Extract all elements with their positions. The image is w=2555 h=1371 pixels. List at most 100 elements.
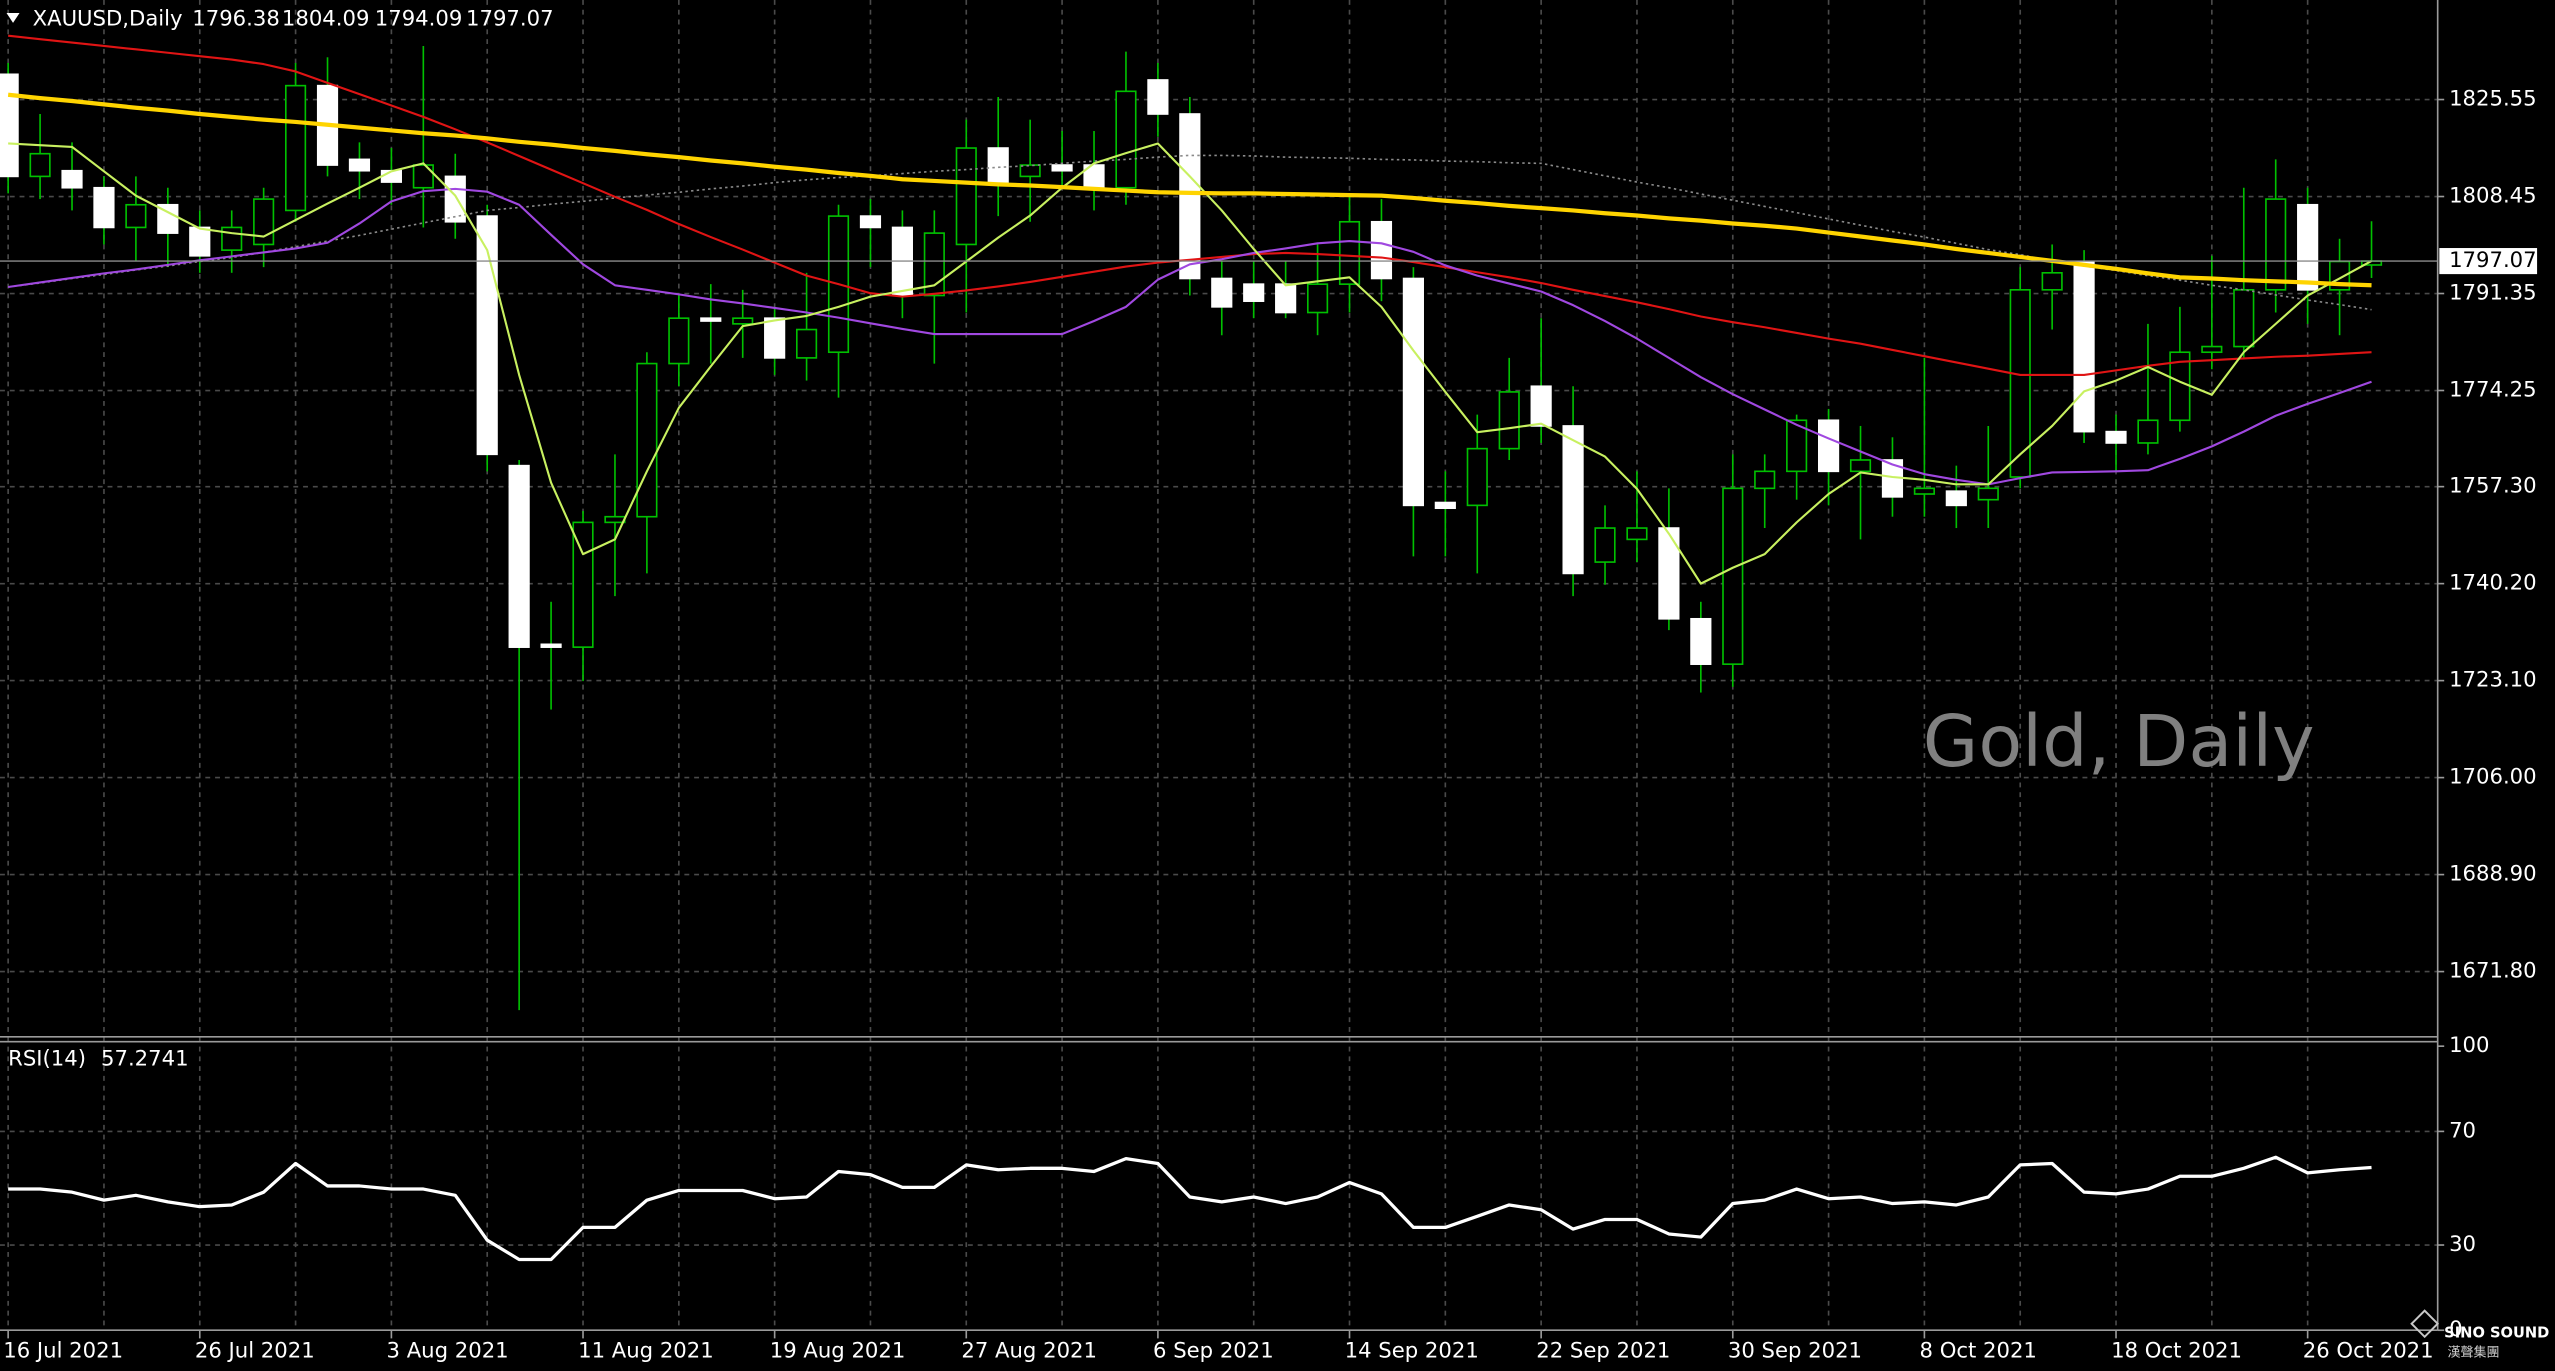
y-tick-label: 1774.25 [2449,377,2537,402]
candle-body [1977,487,1999,501]
candle-body [284,84,307,212]
candle-body [1243,283,1265,302]
header-close: 1797.07 [466,6,554,31]
candle-body [1211,277,1233,308]
candle-body [1115,90,1137,189]
candle-body [1722,487,1744,665]
candle-body [987,147,1009,183]
x-tick-label: 11 Aug 2021 [578,1337,714,1362]
rsi-y-tick-label: 0 [2449,1316,2462,1341]
candle-body [1754,470,1776,490]
x-tick-label: 26 Oct 2021 [2303,1337,2434,1362]
moving-average-line [7,187,2372,486]
candle-body [1817,419,1840,473]
candle-body [1466,447,1488,507]
candle-body [1786,419,1808,473]
marks-layer [0,34,2438,1262]
candle-body [1402,277,1424,507]
candle-body [764,317,786,359]
candle-body [859,215,882,229]
y-tick-label: 1671.80 [2449,958,2537,983]
moving-average-line [8,34,2372,376]
candle-body [1051,164,1073,172]
candle-body [1913,487,1935,495]
x-tick-label: 22 Sep 2021 [1536,1337,1670,1362]
moving-average-line [7,92,2372,288]
x-tick-label: 3 Aug 2021 [387,1337,509,1362]
x-tick-label: 19 Aug 2021 [770,1337,906,1362]
candle-body [1945,490,1967,507]
candle-body [1147,79,1169,115]
candle-body [2073,260,2095,433]
moving-average-line [8,142,2373,585]
rsi-y-tick-label: 70 [2449,1117,2476,1142]
x-tick-label: 30 Sep 2021 [1728,1337,1862,1362]
candle-body [1658,527,1680,620]
candle-body [29,152,51,178]
y-tick-label: 1825.55 [2449,86,2537,111]
x-tick-label: 8 Oct 2021 [1920,1337,2037,1362]
candle-body [572,521,594,648]
candle-body [1019,164,1041,178]
rsi-y-tick-label: 100 [2449,1032,2489,1057]
collapse-arrow[interactable] [6,13,20,23]
candle-body [61,169,83,189]
indicator-title: RSI(14) [8,1046,86,1071]
candle-body [2297,203,2319,291]
logo-mark [2410,1309,2440,1339]
logo: SINO SOUND 漢聲集團 [2410,1309,2549,1361]
y-tick-label: 1791.35 [2449,280,2537,305]
candle-body [508,464,530,648]
candle-body [125,203,147,229]
candle-body [1179,113,1201,280]
y-tick-label: 1723.10 [2449,667,2537,692]
candle-body [1562,425,1584,575]
y-tick-label: 1757.30 [2449,473,2537,498]
x-tick-label: 14 Sep 2021 [1345,1337,1479,1362]
x-tick-label: 26 Jul 2021 [195,1337,315,1362]
candle-body [636,362,658,518]
candle-body [2105,430,2127,444]
logo-subtitle: 漢聲集團 [2447,1345,2499,1361]
watermark: Gold, Daily [1923,699,2315,783]
candle-body [732,317,754,325]
candle-body [700,317,722,322]
x-tick-label: 6 Sep 2021 [1153,1337,1274,1362]
header-high: 1804.09 [282,6,370,31]
candle-body [1849,459,1872,473]
candle-body [1370,220,1393,280]
candle-body [540,643,562,648]
candle-body [604,515,626,524]
indicator-current: 57.2741 [101,1046,189,1071]
rsi-y-tick-label: 30 [2449,1231,2476,1256]
moving-average-line [8,154,2372,311]
candle-body [221,226,243,251]
y-tick-label: 1688.90 [2449,861,2537,886]
candle-body [348,158,371,172]
candle-body [1690,617,1712,665]
indicator-line [8,1155,2372,1262]
candle-body [2233,289,2255,348]
candle-body [157,203,179,234]
candle-body [189,226,211,257]
candle-body [253,198,275,246]
candle-body [2137,419,2159,444]
candle-body [1530,385,1552,427]
candle-body [0,73,19,178]
candle-body [955,147,977,246]
candle-body [412,164,434,189]
candle-body [795,328,818,359]
candle-body [93,186,115,229]
candle-body [2265,198,2287,291]
y-tick-label: 1808.45 [2449,183,2537,208]
candle-body [668,317,690,365]
candle-body [444,175,466,223]
candle-body [1594,527,1616,563]
candle-body [1498,391,1520,450]
candle-body [1338,220,1361,285]
logo-name: SINO SOUND [2444,1325,2549,1342]
candle-body [2009,289,2031,478]
y-tick-label: 1740.20 [2449,570,2537,595]
